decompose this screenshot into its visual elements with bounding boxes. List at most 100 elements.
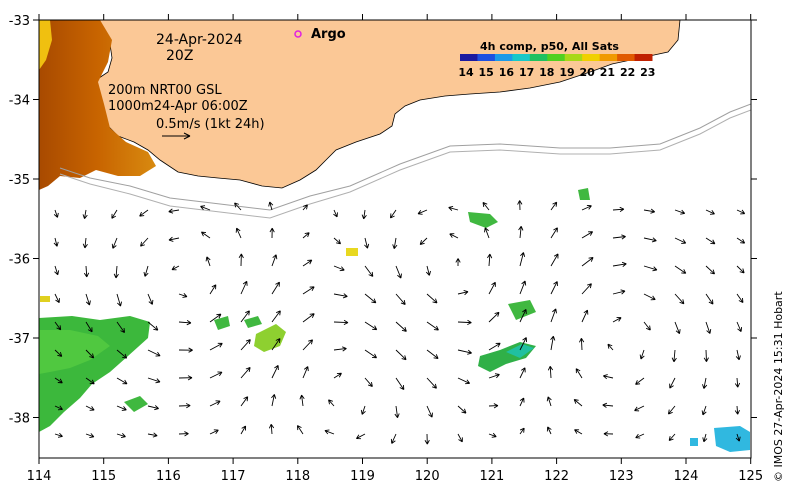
- current-arrow-icon: [147, 293, 154, 305]
- current-arrow-icon: [147, 377, 161, 384]
- current-arrow-icon: [488, 432, 497, 438]
- current-vectors: [53, 200, 746, 445]
- current-arrow-icon: [702, 433, 708, 443]
- current-arrow-icon: [634, 405, 645, 412]
- current-arrow-icon: [425, 265, 431, 276]
- current-arrow-icon: [302, 286, 315, 295]
- plot-frame: [38, 19, 752, 459]
- current-arrow-icon: [116, 349, 128, 359]
- current-arrow-icon: [240, 425, 247, 435]
- current-arrow-icon: [519, 280, 527, 295]
- current-arrow-icon: [271, 254, 278, 267]
- current-arrow-icon: [674, 209, 686, 215]
- current-arrow-icon: [116, 405, 127, 411]
- current-arrow-icon: [82, 209, 88, 219]
- sst-patch-e1: [468, 212, 498, 228]
- colorbar-segment: [582, 54, 601, 61]
- current-arrow-icon: [612, 206, 625, 213]
- sst-patch-leeuwin: [39, 20, 156, 190]
- sst-patch-e2: [578, 188, 590, 200]
- colorbar-segment: [529, 54, 548, 61]
- current-arrow-icon: [143, 265, 149, 277]
- current-arrow-icon: [364, 377, 373, 387]
- current-arrow-icon: [333, 209, 338, 218]
- current-arrow-icon: [705, 321, 712, 334]
- current-arrow-icon: [449, 233, 459, 239]
- current-arrow-icon: [607, 343, 614, 351]
- current-arrow-icon: [612, 234, 626, 240]
- current-arrow-icon: [53, 237, 59, 247]
- current-arrow-icon: [296, 425, 304, 435]
- current-arrow-icon: [268, 423, 275, 435]
- current-arrow-icon: [302, 232, 310, 239]
- current-arrow-icon: [488, 373, 500, 379]
- info-line-3: 0.5m/s (1kt 24h): [156, 117, 265, 132]
- x-tick-label: 121: [479, 469, 504, 484]
- current-arrow-icon: [519, 397, 525, 407]
- current-arrow-icon: [519, 337, 527, 351]
- current-arrow-icon: [602, 402, 614, 408]
- current-arrow-icon: [488, 311, 500, 323]
- current-arrow-icon: [240, 366, 251, 379]
- colorbar-tick-label: 23: [640, 66, 655, 79]
- current-arrow-icon: [550, 308, 557, 323]
- current-arrow-icon: [395, 293, 406, 305]
- current-arrow-icon: [178, 293, 188, 298]
- current-arrow-icon: [54, 293, 60, 304]
- x-axis: 114 115 116 117 118 119 120 121 122 123 124 125: [27, 14, 763, 484]
- current-arrow-icon: [417, 209, 428, 215]
- current-arrow-icon: [140, 237, 149, 247]
- current-arrow-icon: [457, 290, 469, 296]
- current-arrow-icon: [734, 405, 740, 415]
- info-line-1: 200m NRT00 GSL: [108, 83, 222, 98]
- colorbar-segment: [617, 54, 636, 61]
- colorbar-title: 4h comp, p50, All Sats: [480, 40, 619, 53]
- argo-marker-icon: [294, 30, 302, 38]
- colorbar-tick-label: 18: [539, 66, 554, 79]
- colorbar-tick-label: 22: [620, 66, 635, 79]
- current-arrow-icon: [205, 256, 211, 267]
- current-arrow-icon: [324, 429, 335, 435]
- current-arrow-icon: [482, 201, 490, 211]
- current-arrow-icon: [457, 433, 463, 443]
- current-arrow-icon: [550, 253, 559, 267]
- current-arrow-icon: [395, 265, 402, 279]
- current-arrow-icon: [581, 204, 592, 211]
- current-arrow-icon: [519, 309, 527, 323]
- sst-patch-yellow: [39, 20, 52, 70]
- current-arrow-icon: [734, 377, 741, 388]
- current-arrow-icon: [235, 227, 242, 239]
- current-arrow-icon: [168, 236, 180, 242]
- current-arrow-icon: [147, 321, 159, 331]
- info-line-2: 1000m24-Apr 06:00Z: [108, 99, 248, 114]
- bathy-1000m: [59, 109, 751, 219]
- current-arrow-icon: [113, 265, 119, 279]
- current-arrow-icon: [178, 347, 193, 353]
- current-arrow-icon: [356, 433, 366, 440]
- current-arrow-icon: [426, 405, 433, 418]
- x-tick-label: 118: [285, 469, 310, 484]
- current-arrow-icon: [669, 377, 676, 389]
- current-arrow-icon: [394, 405, 400, 419]
- bathy-200m: [59, 103, 751, 211]
- current-arrow-icon: [635, 377, 645, 385]
- current-arrow-icon: [395, 321, 407, 332]
- current-arrow-icon: [426, 321, 439, 331]
- current-arrow-icon: [139, 209, 149, 217]
- current-arrow-icon: [736, 265, 745, 274]
- current-arrow-icon: [116, 377, 128, 385]
- current-arrow-icon: [735, 433, 741, 442]
- current-arrow-icon: [705, 237, 716, 245]
- current-arrow-icon: [147, 405, 159, 411]
- x-tick-label: 119: [350, 469, 375, 484]
- current-arrow-icon: [333, 372, 342, 379]
- current-arrow-icon: [302, 204, 308, 211]
- colorbar-ticks: 14 15 16 17 18 19 20 21 22 23: [458, 66, 655, 79]
- sst-patch-small: [40, 296, 50, 302]
- current-arrow-icon: [364, 321, 378, 331]
- current-arrow-icon: [448, 205, 459, 211]
- current-arrow-icon: [426, 293, 438, 304]
- current-arrow-icon: [271, 310, 281, 323]
- current-arrow-icon: [674, 265, 687, 274]
- current-arrow-icon: [519, 427, 525, 435]
